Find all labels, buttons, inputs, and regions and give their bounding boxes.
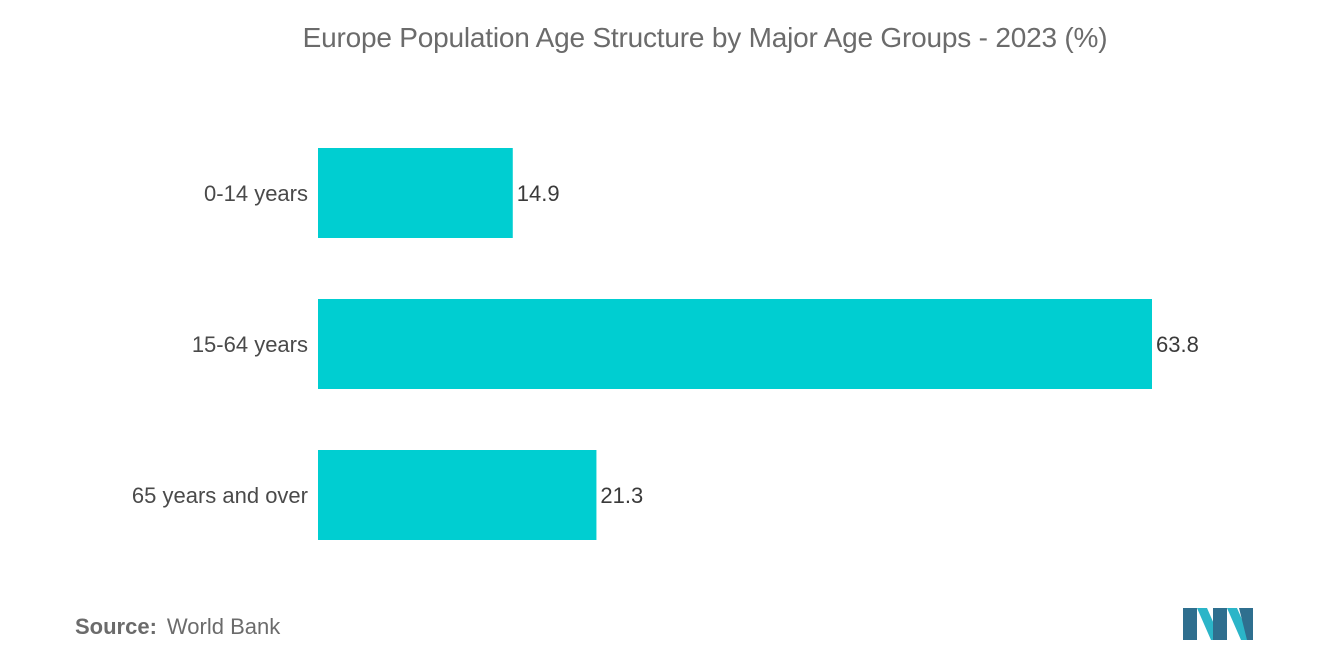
mordor-logo-icon bbox=[1183, 608, 1253, 640]
category-label-2: 65 years and over bbox=[132, 483, 308, 508]
source-note: Source: World Bank bbox=[75, 614, 280, 640]
category-label-0: 0-14 years bbox=[204, 181, 308, 206]
category-label-1: 15-64 years bbox=[192, 332, 308, 357]
value-label-0: 14.9 bbox=[517, 181, 560, 206]
bar-1 bbox=[318, 299, 1152, 389]
bar-2 bbox=[318, 450, 597, 540]
value-label-2: 21.3 bbox=[600, 483, 643, 508]
chart-title: Europe Population Age Structure by Major… bbox=[302, 22, 1108, 53]
bar-0 bbox=[318, 148, 513, 238]
source-value: World Bank bbox=[166, 614, 281, 639]
source-label: Source: bbox=[75, 614, 157, 639]
value-label-1: 63.8 bbox=[1156, 332, 1199, 357]
